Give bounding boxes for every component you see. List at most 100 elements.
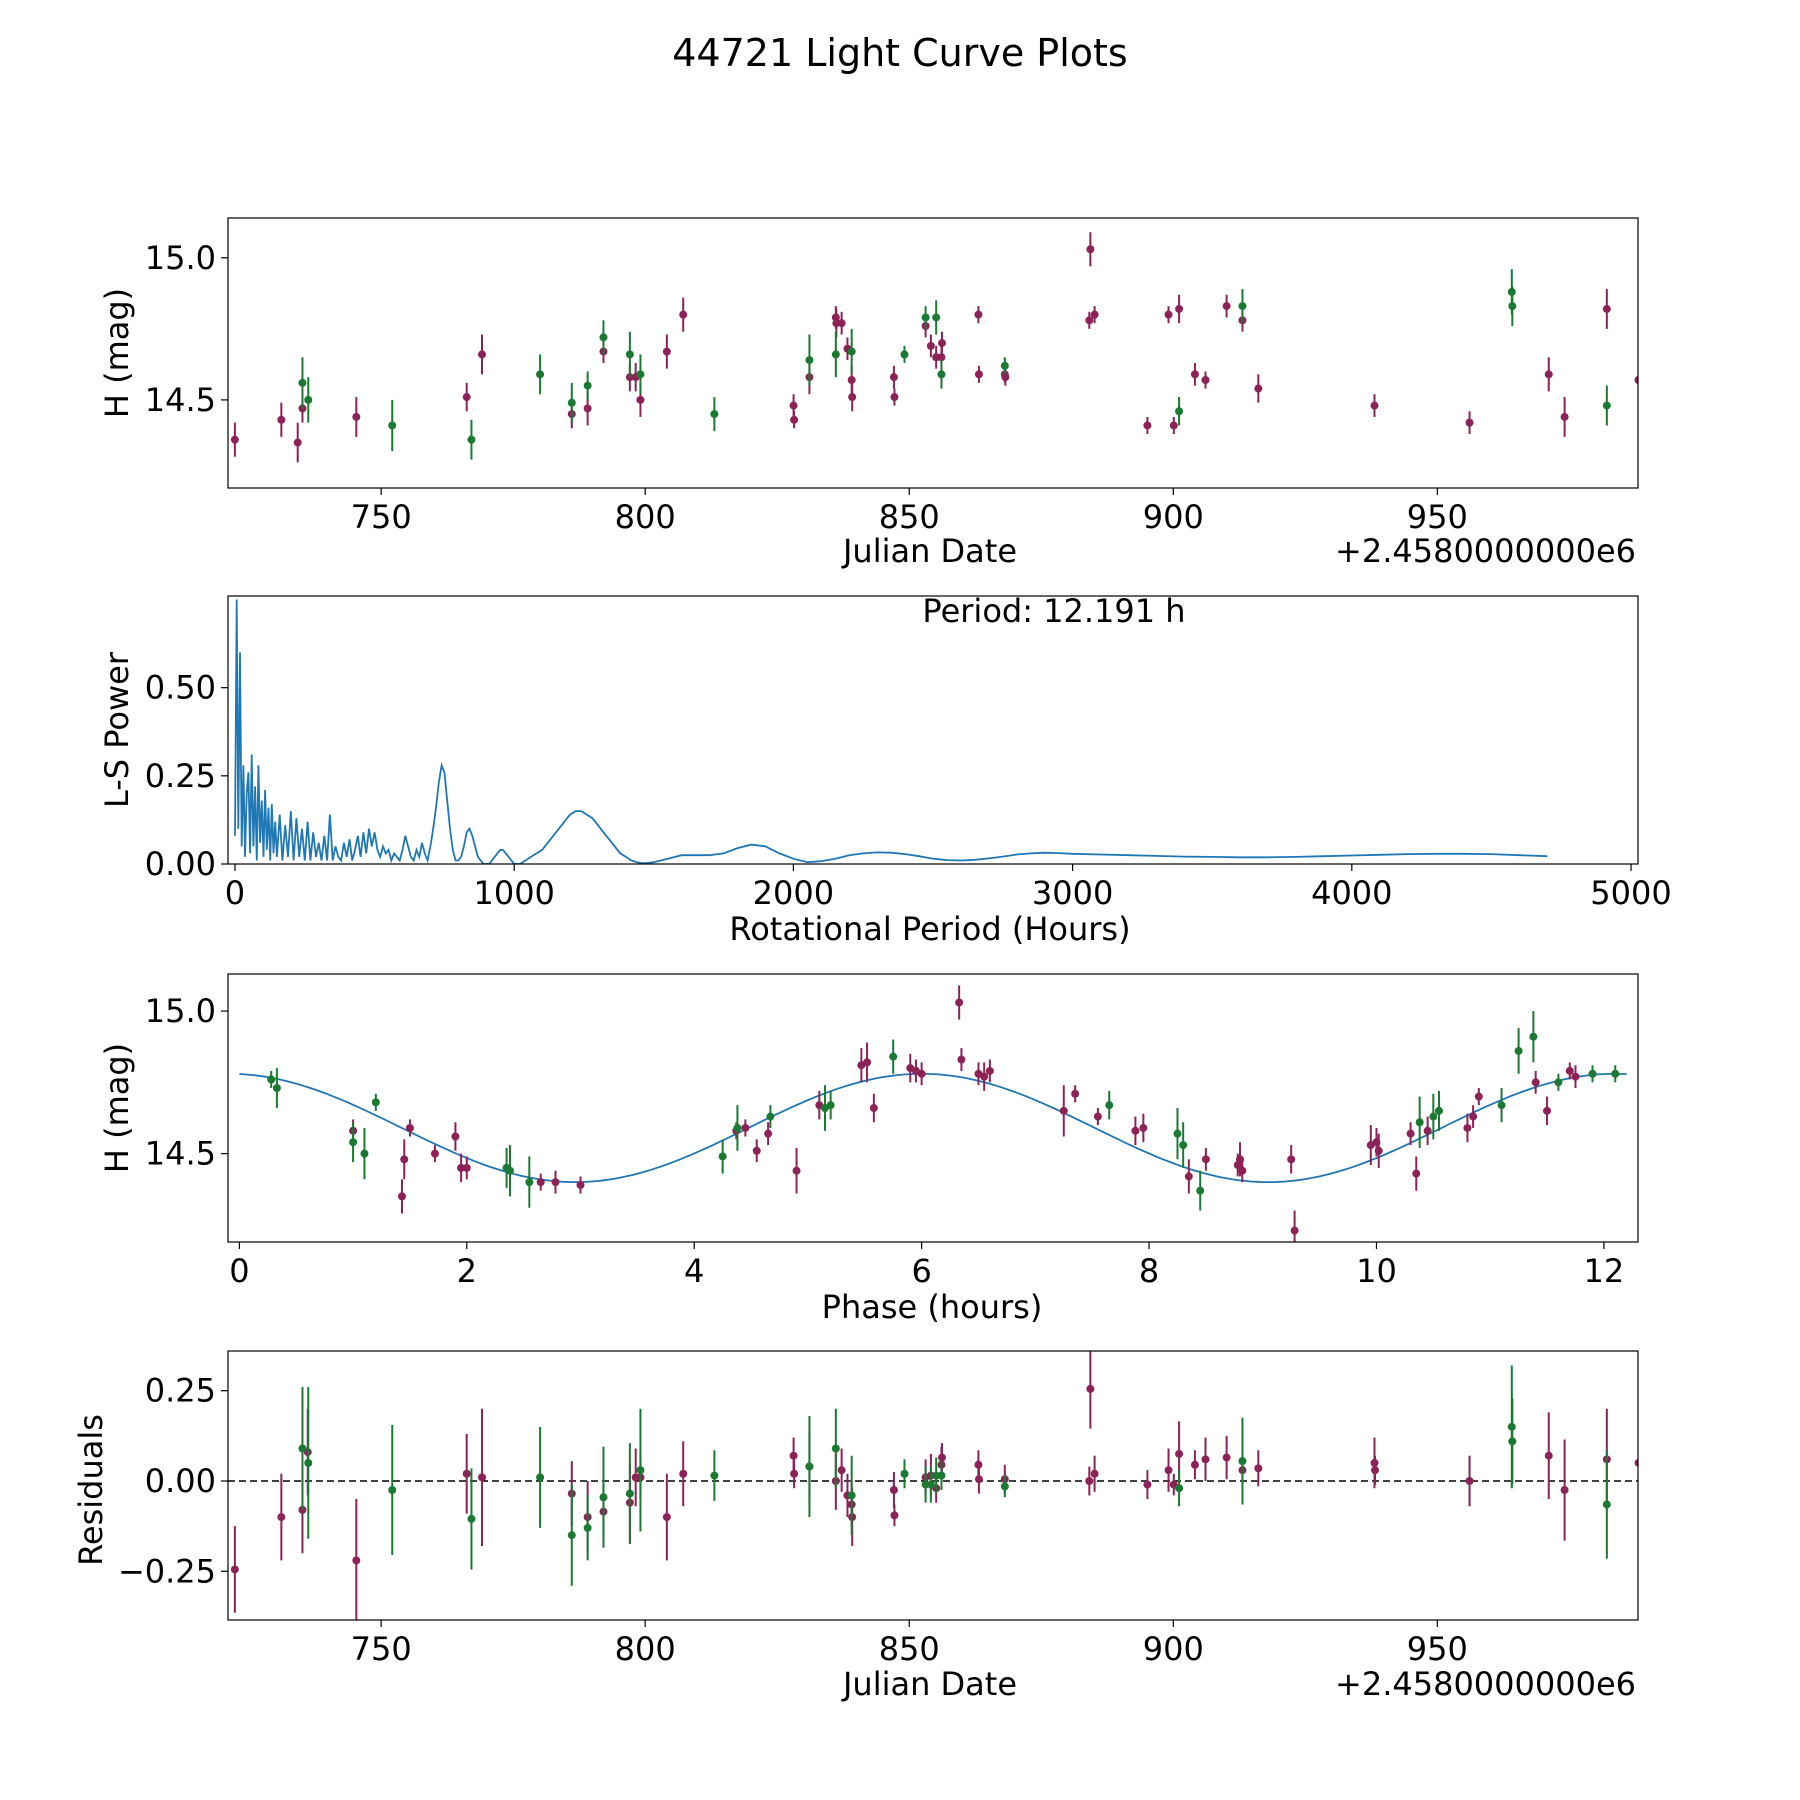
residuals-x-offset: +2.4580000000e6 bbox=[1335, 1665, 1636, 1703]
phased-light-curve-point-magenta bbox=[536, 1178, 545, 1187]
residuals-x-label: Julian Date bbox=[841, 1665, 1017, 1703]
phased-light-curve-point-green bbox=[1514, 1046, 1523, 1055]
light-curve-point-magenta bbox=[293, 438, 302, 447]
phased-light-curve-point-green bbox=[1554, 1078, 1563, 1087]
light-curve-point-magenta bbox=[1634, 376, 1638, 384]
residuals-point-magenta bbox=[679, 1469, 688, 1478]
periodogram-marks bbox=[234, 599, 1548, 864]
period-annotation: Period: 12.191 h bbox=[922, 592, 1185, 630]
residuals-point-magenta bbox=[230, 1565, 239, 1574]
light-curve-point-magenta bbox=[890, 393, 899, 402]
light-curve-point-magenta bbox=[937, 353, 946, 362]
phased-light-curve-point-magenta bbox=[451, 1132, 460, 1141]
light-curve-point-green bbox=[1602, 401, 1611, 410]
light-curve-y-tick-label: 14.5 bbox=[145, 381, 216, 419]
light-curve-frame bbox=[227, 217, 1639, 489]
residuals-point-magenta bbox=[1086, 1384, 1095, 1393]
phased-light-curve-point-magenta bbox=[1565, 1066, 1574, 1075]
light-curve-point-magenta bbox=[277, 415, 286, 424]
periodogram-plot-area bbox=[234, 599, 1548, 864]
residuals-y-label: Residuals bbox=[72, 1414, 110, 1566]
phased-light-curve-point-green bbox=[272, 1084, 281, 1093]
phased-light-curve-point-magenta bbox=[764, 1129, 773, 1138]
periodogram-x-tick-label: 0 bbox=[225, 874, 245, 912]
light-curve-point-magenta bbox=[662, 347, 671, 356]
residuals-point-green bbox=[567, 1531, 576, 1540]
light-curve-ticks: 750 800 850 900 950 14.5 15.0 bbox=[145, 239, 1468, 536]
phased-light-curve-point-magenta bbox=[462, 1163, 471, 1172]
periodogram-y-tick-label: 0.25 bbox=[145, 757, 216, 795]
residuals-frame bbox=[227, 1350, 1639, 1621]
residuals-point-green bbox=[636, 1466, 645, 1475]
phased-light-curve-point-magenta bbox=[430, 1149, 439, 1158]
phased-light-curve-x-tick-label: 12 bbox=[1584, 1252, 1625, 1290]
light-curve-y-tick-label: 15.0 bbox=[145, 239, 216, 277]
light-curve-point-green bbox=[583, 381, 592, 390]
light-curve-point-green bbox=[636, 370, 645, 379]
phased-light-curve-point-green bbox=[1497, 1101, 1506, 1110]
light-curve-point-magenta bbox=[1175, 304, 1184, 313]
phased-light-curve-point-magenta bbox=[1543, 1106, 1552, 1115]
light-curve-point-magenta bbox=[1086, 245, 1095, 254]
residuals-ticks: 750 800 850 900 950 −0.25 0.00 0.25 bbox=[118, 1372, 1468, 1668]
residuals-point-green bbox=[710, 1471, 719, 1480]
residuals-point-green bbox=[805, 1462, 814, 1471]
residuals-point-magenta bbox=[1143, 1480, 1152, 1489]
residuals-point-green bbox=[926, 1480, 935, 1489]
phased-light-curve-point-magenta bbox=[1474, 1092, 1483, 1101]
phased-light-curve-point-magenta bbox=[397, 1192, 406, 1201]
light-curve-point-magenta bbox=[230, 435, 239, 444]
residuals-point-magenta bbox=[478, 1473, 487, 1482]
residuals-point-magenta bbox=[937, 1453, 946, 1462]
phased-light-curve-point-magenta bbox=[741, 1123, 750, 1132]
residuals-point-magenta bbox=[1164, 1466, 1173, 1475]
residuals-point-magenta bbox=[277, 1513, 286, 1522]
light-curve-point-green bbox=[932, 313, 941, 322]
light-curve-point-magenta bbox=[889, 373, 898, 382]
phased-x-label: Phase (hours) bbox=[822, 1288, 1043, 1326]
light-curve-point-magenta bbox=[1465, 418, 1474, 427]
phased-light-curve-point-magenta bbox=[955, 998, 964, 1007]
phased-light-curve-point-magenta bbox=[792, 1166, 801, 1175]
phased-light-curve-point-green bbox=[1529, 1032, 1538, 1041]
light-curve-point-green bbox=[847, 347, 856, 356]
phased-light-curve-point-magenta bbox=[1412, 1169, 1421, 1178]
phased-light-curve-point-magenta bbox=[957, 1055, 966, 1064]
phased-light-curve-point-magenta bbox=[1374, 1146, 1383, 1155]
light-curve-point-green bbox=[304, 395, 313, 404]
light-curve-point-magenta bbox=[974, 310, 983, 319]
phased-frame bbox=[227, 973, 1639, 1243]
light-curve-x-tick-label: 900 bbox=[1143, 498, 1204, 536]
residuals-point-green bbox=[583, 1523, 592, 1532]
phased-light-curve-point-green bbox=[766, 1112, 775, 1121]
periodogram-y-tick-label: 0.50 bbox=[145, 669, 216, 707]
residuals-point-magenta bbox=[1254, 1464, 1263, 1473]
light-curve-point-green bbox=[599, 333, 608, 342]
phased-light-curve-point-magenta bbox=[980, 1072, 989, 1081]
light-curve-point-magenta bbox=[847, 376, 856, 384]
phased-light-curve-point-magenta bbox=[1184, 1172, 1193, 1181]
phased-light-curve-point-green bbox=[1435, 1106, 1444, 1115]
light-curve-plot-area bbox=[230, 232, 1638, 463]
light-curve-point-green bbox=[298, 378, 307, 387]
phased-light-curve-point-magenta bbox=[1238, 1166, 1247, 1175]
phased-light-curve-point-magenta bbox=[1139, 1123, 1148, 1132]
periodogram-panel: 0 1000 2000 3000 4000 5000 0.00 0.25 0.50 Period… bbox=[98, 592, 1672, 948]
phased-light-curve-point-magenta bbox=[985, 1066, 994, 1075]
phased-light-curve-point-magenta bbox=[405, 1123, 414, 1132]
periodogram-y-label: L-S Power bbox=[98, 651, 136, 808]
fit-curve bbox=[239, 1072, 1627, 1183]
light-curve-point-magenta bbox=[1169, 421, 1178, 430]
residuals-point-green bbox=[1175, 1484, 1184, 1493]
light-curve-point-magenta bbox=[636, 395, 645, 404]
residuals-point-green bbox=[847, 1491, 856, 1500]
phased-light-curve-point-magenta bbox=[1463, 1123, 1472, 1132]
light-curve-point-magenta bbox=[1201, 376, 1210, 384]
residuals-plot-area bbox=[228, 1351, 1638, 1620]
residuals-point-green bbox=[900, 1469, 909, 1478]
residuals-x-tick-label: 800 bbox=[615, 1630, 676, 1668]
light-curve-point-green bbox=[467, 435, 476, 444]
phased-light-curve-point-magenta bbox=[457, 1163, 466, 1172]
light-curve-x-tick-label: 750 bbox=[351, 498, 412, 536]
phased-light-curve-point-green bbox=[1611, 1069, 1620, 1078]
